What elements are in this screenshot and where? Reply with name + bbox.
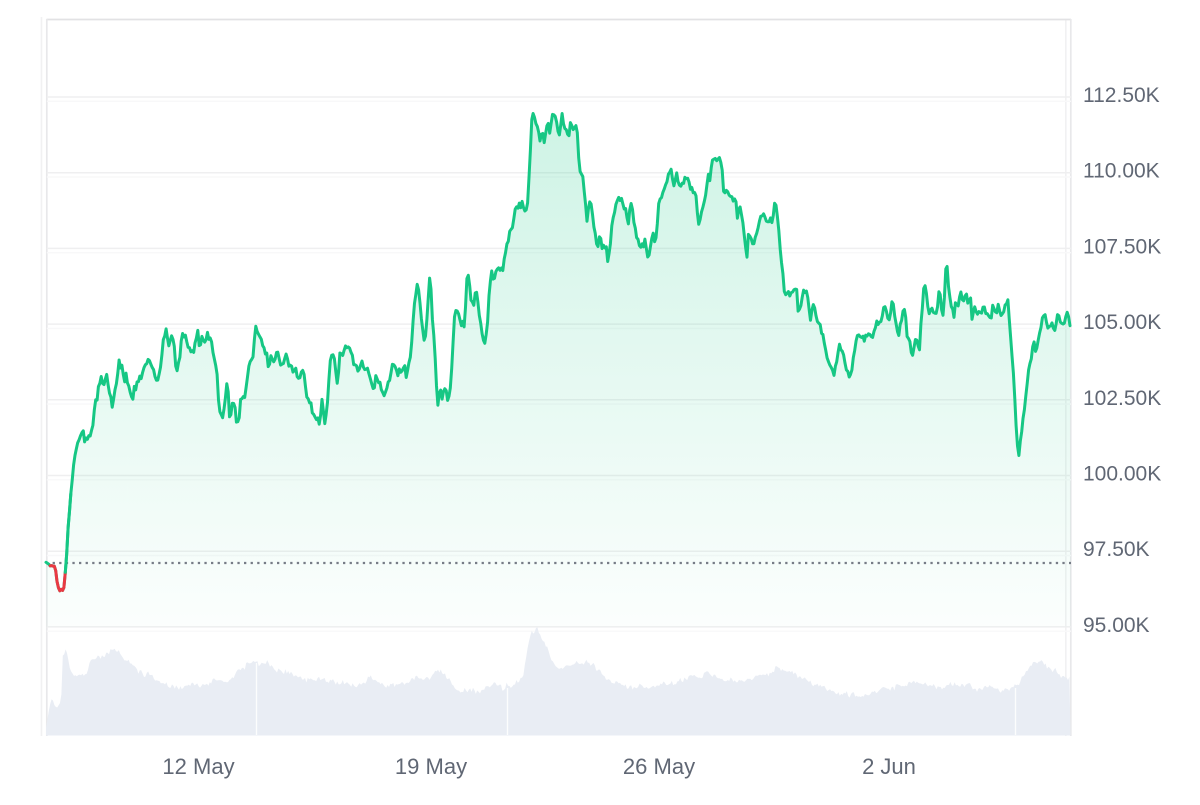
svg-text:12 May: 12 May <box>162 754 234 779</box>
svg-text:2 Jun: 2 Jun <box>862 754 916 779</box>
svg-text:100.00K: 100.00K <box>1083 463 1161 486</box>
svg-text:26 May: 26 May <box>623 754 695 779</box>
svg-text:19 May: 19 May <box>395 754 467 779</box>
svg-text:95.00K: 95.00K <box>1083 614 1150 637</box>
svg-text:97.50K: 97.50K <box>1083 538 1150 561</box>
svg-text:102.50K: 102.50K <box>1083 387 1161 410</box>
svg-text:105.00K: 105.00K <box>1083 311 1161 334</box>
svg-text:110.00K: 110.00K <box>1083 160 1160 183</box>
svg-text:112.50K: 112.50K <box>1083 84 1160 107</box>
svg-text:107.50K: 107.50K <box>1083 235 1161 258</box>
